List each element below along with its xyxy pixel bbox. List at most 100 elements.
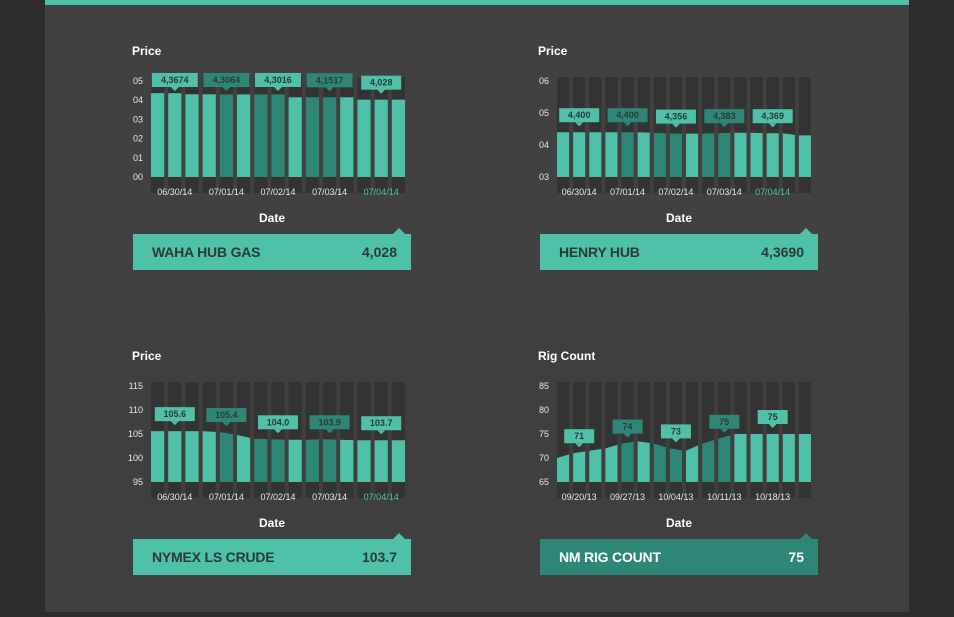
callout-box bbox=[206, 408, 247, 423]
panel-nymex-ls-crude: Price 95 100 105 110 115 06/30/14 07/01/14 07/0… bbox=[45, 311, 477, 617]
callout-label: 104.0 bbox=[267, 417, 290, 427]
area-bar bbox=[637, 132, 650, 177]
callout-box bbox=[704, 109, 745, 124]
area-bar bbox=[686, 445, 699, 482]
y-tick-label: 02 bbox=[133, 134, 143, 144]
callout-pointer bbox=[575, 122, 584, 127]
callout-label: 4,400 bbox=[616, 110, 639, 120]
area-bar bbox=[702, 133, 715, 177]
y-tick-label: 100 bbox=[128, 453, 143, 463]
area-bar bbox=[766, 133, 779, 177]
y-tick-label: 95 bbox=[133, 477, 143, 487]
y-tick-label: 115 bbox=[129, 381, 143, 391]
y-tick-label: 05 bbox=[539, 108, 549, 118]
callout-label: 4,369 bbox=[761, 111, 784, 121]
x-tick-label: 07/03/14 bbox=[707, 187, 742, 197]
callout-pointer bbox=[575, 443, 584, 448]
summary-notch bbox=[393, 533, 405, 539]
callout-label: 105.4 bbox=[215, 410, 238, 420]
callout-box bbox=[361, 75, 402, 90]
callout-pointer bbox=[170, 421, 179, 426]
bar bbox=[271, 94, 285, 177]
callout-label: 4,1517 bbox=[316, 75, 344, 85]
area-bar bbox=[718, 132, 731, 177]
callout-pointer bbox=[623, 122, 632, 127]
summary-name: NM RIG COUNT bbox=[559, 549, 661, 565]
summary-value: 4,3690 bbox=[761, 244, 804, 260]
callout-pointer bbox=[325, 87, 334, 92]
area-bar bbox=[305, 439, 319, 482]
area-bar bbox=[271, 439, 285, 482]
summary-card[interactable]: NM RIG COUNT 75 bbox=[540, 533, 818, 575]
bar bbox=[340, 97, 354, 177]
area-bar bbox=[798, 434, 811, 482]
area-bar bbox=[237, 434, 251, 482]
x-tick-label: 07/03/14 bbox=[312, 187, 347, 197]
callout-label: 4,3064 bbox=[213, 75, 241, 85]
bar bbox=[288, 97, 302, 177]
x-axis-title: Date bbox=[258, 516, 285, 530]
y-axis-title: Rig Count bbox=[538, 349, 596, 363]
summary-notch bbox=[800, 228, 812, 234]
area-bar bbox=[288, 439, 302, 482]
callout-box bbox=[655, 109, 696, 124]
area-bar bbox=[573, 451, 586, 482]
y-tick-label: 05 bbox=[133, 76, 143, 86]
callout-pointer bbox=[377, 430, 386, 435]
area-bar bbox=[766, 434, 779, 482]
panel-nm-rig-count: Rig Count 65 70 75 80 85 09/20/13 09/27/13 10/0… bbox=[477, 311, 909, 617]
y-tick-label: 70 bbox=[539, 453, 549, 463]
callout-pointer bbox=[325, 429, 334, 434]
area-bar bbox=[653, 443, 666, 482]
x-tick-label: 07/01/14 bbox=[209, 187, 244, 197]
callout-pointer bbox=[623, 433, 632, 438]
callout-pointer bbox=[222, 87, 231, 91]
bar bbox=[168, 93, 182, 177]
y-tick-label: 00 bbox=[133, 172, 143, 182]
area-bar bbox=[669, 448, 682, 482]
bar bbox=[202, 94, 216, 177]
y-tick-label: 03 bbox=[133, 114, 143, 124]
summary-value: 75 bbox=[788, 549, 804, 565]
area-bar bbox=[798, 135, 811, 177]
x-tick-label: 10/18/13 bbox=[755, 492, 790, 502]
y-tick-label: 01 bbox=[133, 153, 143, 163]
callout-pointer bbox=[768, 424, 777, 428]
summary-name: WAHA HUB GAS bbox=[152, 244, 261, 260]
y-tick-label: 110 bbox=[129, 405, 143, 415]
callout-box bbox=[612, 419, 643, 434]
area-bar bbox=[782, 133, 795, 177]
x-tick-label: 07/02/14 bbox=[260, 492, 295, 502]
summary-value: 4,028 bbox=[361, 244, 397, 260]
y-tick-label: 65 bbox=[539, 477, 549, 487]
x-tick-label: 07/02/14 bbox=[658, 187, 693, 197]
chart-waha-hub-gas: 00 01 02 03 04 05 06/30/14 07/01/14 07/02/14 07/0… bbox=[133, 73, 405, 197]
area-bar bbox=[686, 133, 699, 177]
callout-pointer bbox=[377, 89, 386, 94]
callout-pointer bbox=[671, 123, 680, 128]
chart-nm-rig-count: 65 70 75 80 85 09/20/13 09/27/13 10/04/13 10/11/… bbox=[539, 381, 811, 502]
callout-label: 75 bbox=[719, 417, 729, 427]
summary-card[interactable]: NYMEX LS CRUDE 103.7 bbox=[133, 533, 411, 575]
callout-label: 71 bbox=[574, 431, 584, 441]
bar bbox=[254, 94, 268, 177]
area-bar bbox=[605, 444, 618, 482]
callout-label: 4,400 bbox=[568, 110, 591, 120]
summary-notch bbox=[393, 228, 405, 234]
area-bar bbox=[185, 431, 199, 482]
callout-pointer bbox=[274, 429, 282, 434]
summary-card[interactable]: HENRY HUB 4,3690 bbox=[540, 228, 818, 270]
summary-card[interactable]: WAHA HUB GAS 4,028 bbox=[133, 228, 411, 270]
area-bar bbox=[151, 431, 165, 482]
callout-label: 4,028 bbox=[370, 78, 393, 88]
x-tick-label: 10/04/13 bbox=[658, 492, 693, 502]
callout-box bbox=[607, 108, 648, 123]
bar bbox=[237, 94, 251, 177]
area-bar bbox=[589, 132, 602, 177]
area-bar bbox=[718, 435, 731, 482]
area-bar bbox=[573, 132, 586, 177]
area-bar bbox=[323, 439, 337, 482]
y-tick-label: 105 bbox=[128, 429, 143, 439]
callout-box bbox=[709, 414, 740, 429]
callout-box bbox=[258, 415, 298, 430]
